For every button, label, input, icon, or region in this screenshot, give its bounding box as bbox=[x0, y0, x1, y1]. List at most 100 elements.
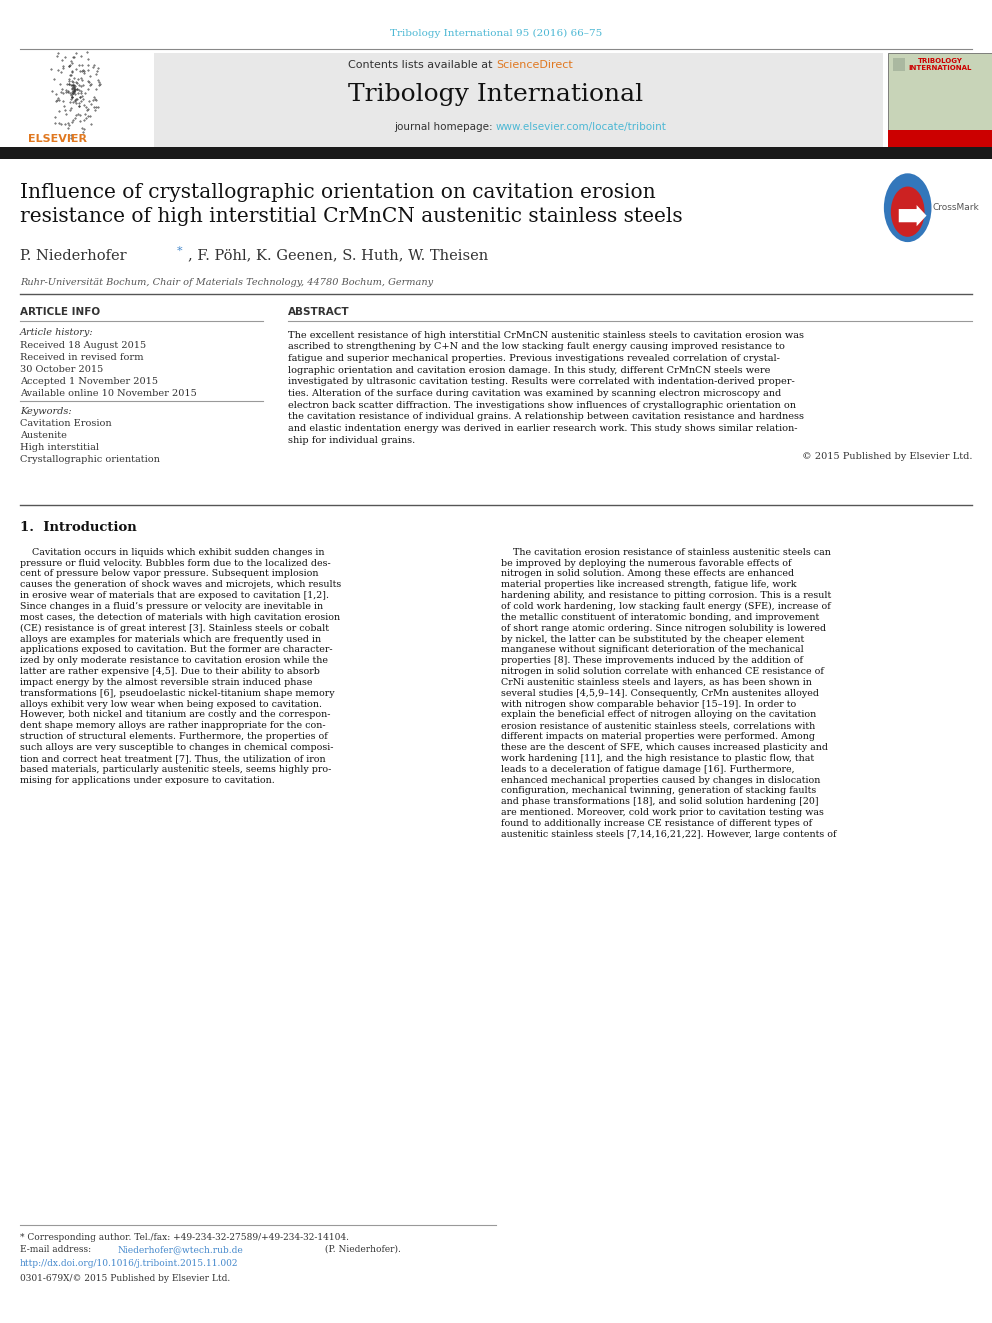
Text: explain the beneficial effect of nitrogen alloying on the cavitation: explain the beneficial effect of nitroge… bbox=[501, 710, 816, 720]
Text: TRIBOLOGY
INTERNATIONAL: TRIBOLOGY INTERNATIONAL bbox=[909, 58, 972, 70]
Text: Accepted 1 November 2015: Accepted 1 November 2015 bbox=[20, 377, 158, 386]
Text: material properties like increased strength, fatigue life, work: material properties like increased stren… bbox=[501, 581, 797, 589]
Text: by nickel, the latter can be substituted by the cheaper element: by nickel, the latter can be substituted… bbox=[501, 635, 805, 643]
Text: (CE) resistance is of great interest [3]. Stainless steels or cobalt: (CE) resistance is of great interest [3]… bbox=[20, 623, 328, 632]
Text: properties [8]. These improvements induced by the addition of: properties [8]. These improvements induc… bbox=[501, 656, 803, 665]
Text: ARTICLE INFO: ARTICLE INFO bbox=[20, 307, 100, 318]
Text: cent of pressure below vapor pressure. Subsequent implosion: cent of pressure below vapor pressure. S… bbox=[20, 569, 318, 578]
FancyArrow shape bbox=[899, 205, 927, 226]
Text: Cavitation Erosion: Cavitation Erosion bbox=[20, 419, 111, 429]
Text: applications exposed to cavitation. But the former are character-: applications exposed to cavitation. But … bbox=[20, 646, 332, 655]
Text: tion and correct heat treatment [7]. Thus, the utilization of iron: tion and correct heat treatment [7]. Thu… bbox=[20, 754, 325, 763]
Text: are mentioned. Moreover, cold work prior to cavitation testing was: are mentioned. Moreover, cold work prior… bbox=[501, 808, 823, 818]
Text: E-mail address:: E-mail address: bbox=[20, 1245, 94, 1254]
Text: be improved by deploying the numerous favorable effects of: be improved by deploying the numerous fa… bbox=[501, 558, 792, 568]
Text: such alloys are very susceptible to changes in chemical composi-: such alloys are very susceptible to chan… bbox=[20, 744, 333, 751]
Text: Niederhofer@wtech.rub.de: Niederhofer@wtech.rub.de bbox=[117, 1245, 243, 1254]
Text: investigated by ultrasonic cavitation testing. Results were correlated with inde: investigated by ultrasonic cavitation te… bbox=[288, 377, 795, 386]
FancyBboxPatch shape bbox=[0, 147, 992, 159]
Text: and phase transformations [18], and solid solution hardening [20]: and phase transformations [18], and soli… bbox=[501, 798, 818, 806]
Text: the metallic constituent of interatomic bonding, and improvement: the metallic constituent of interatomic … bbox=[501, 613, 819, 622]
Text: causes the generation of shock waves and microjets, which results: causes the generation of shock waves and… bbox=[20, 581, 341, 589]
Text: work hardening [11], and the high resistance to plastic flow, that: work hardening [11], and the high resist… bbox=[501, 754, 814, 763]
Text: mising for applications under exposure to cavitation.: mising for applications under exposure t… bbox=[20, 775, 275, 785]
Text: ScienceDirect: ScienceDirect bbox=[496, 60, 572, 70]
Ellipse shape bbox=[891, 187, 925, 237]
Text: P. Niederhofer: P. Niederhofer bbox=[20, 249, 126, 263]
Text: different impacts on material properties were performed. Among: different impacts on material properties… bbox=[501, 732, 815, 741]
Text: 0301-679X/© 2015 Published by Elsevier Ltd.: 0301-679X/© 2015 Published by Elsevier L… bbox=[20, 1274, 230, 1283]
Text: dent shape memory alloys are rather inappropriate for the con-: dent shape memory alloys are rather inap… bbox=[20, 721, 325, 730]
Text: configuration, mechanical twinning, generation of stacking faults: configuration, mechanical twinning, gene… bbox=[501, 786, 816, 795]
Text: with nitrogen show comparable behavior [15–19]. In order to: with nitrogen show comparable behavior [… bbox=[501, 700, 797, 709]
Text: the cavitation resistance of individual grains. A relationship between cavitatio: the cavitation resistance of individual … bbox=[288, 413, 804, 421]
Text: latter are rather expensive [4,5]. Due to their ability to absorb: latter are rather expensive [4,5]. Due t… bbox=[20, 667, 319, 676]
Text: manganese without significant deterioration of the mechanical: manganese without significant deteriorat… bbox=[501, 646, 804, 655]
Text: ship for individual grains.: ship for individual grains. bbox=[288, 435, 415, 445]
Text: Crystallographic orientation: Crystallographic orientation bbox=[20, 455, 160, 464]
Text: Cavitation occurs in liquids which exhibit sudden changes in: Cavitation occurs in liquids which exhib… bbox=[20, 548, 324, 557]
Text: Received 18 August 2015: Received 18 August 2015 bbox=[20, 341, 146, 351]
Text: ABSTRACT: ABSTRACT bbox=[288, 307, 349, 318]
Text: impact energy by the almost reversible strain induced phase: impact energy by the almost reversible s… bbox=[20, 677, 312, 687]
Text: of cold work hardening, low stacking fault energy (SFE), increase of: of cold work hardening, low stacking fau… bbox=[501, 602, 830, 611]
Text: erosion resistance of austenitic stainless steels, correlations with: erosion resistance of austenitic stainle… bbox=[501, 721, 815, 730]
Text: pressure or fluid velocity. Bubbles form due to the localized des-: pressure or fluid velocity. Bubbles form… bbox=[20, 558, 330, 568]
Text: ized by only moderate resistance to cavitation erosion while the: ized by only moderate resistance to cavi… bbox=[20, 656, 327, 665]
FancyBboxPatch shape bbox=[888, 53, 992, 148]
Text: Available online 10 November 2015: Available online 10 November 2015 bbox=[20, 389, 196, 398]
FancyBboxPatch shape bbox=[888, 130, 992, 148]
Ellipse shape bbox=[884, 173, 931, 242]
Text: 1.  Introduction: 1. Introduction bbox=[20, 521, 137, 534]
Text: ascribed to strengthening by C+N and the low stacking fault energy causing impro: ascribed to strengthening by C+N and the… bbox=[288, 343, 785, 352]
Text: found to additionally increase CE resistance of different types of: found to additionally increase CE resist… bbox=[501, 819, 812, 828]
Text: fatigue and superior mechanical properties. Previous investigations revealed cor: fatigue and superior mechanical properti… bbox=[288, 355, 780, 363]
Text: The excellent resistance of high interstitial CrMnCN austenitic stainless steels: The excellent resistance of high interst… bbox=[288, 331, 804, 340]
Text: and elastic indentation energy was derived in earlier research work. This study : and elastic indentation energy was deriv… bbox=[288, 423, 798, 433]
Text: The cavitation erosion resistance of stainless austenitic steels can: The cavitation erosion resistance of sta… bbox=[501, 548, 831, 557]
Text: Contents lists available at: Contents lists available at bbox=[348, 60, 496, 70]
Text: Austenite: Austenite bbox=[20, 431, 66, 441]
Text: leads to a deceleration of fatigue damage [16]. Furthermore,: leads to a deceleration of fatigue damag… bbox=[501, 765, 795, 774]
Text: of short range atomic ordering. Since nitrogen solubility is lowered: of short range atomic ordering. Since ni… bbox=[501, 623, 826, 632]
Text: austenitic stainless steels [7,14,16,21,22]. However, large contents of: austenitic stainless steels [7,14,16,21,… bbox=[501, 830, 836, 839]
Text: several studies [4,5,9–14]. Consequently, CrMn austenites alloyed: several studies [4,5,9–14]. Consequently… bbox=[501, 689, 819, 697]
Text: in erosive wear of materials that are exposed to cavitation [1,2].: in erosive wear of materials that are ex… bbox=[20, 591, 328, 601]
Text: *: * bbox=[177, 246, 183, 257]
Text: enhanced mechanical properties caused by changes in dislocation: enhanced mechanical properties caused by… bbox=[501, 775, 820, 785]
Text: However, both nickel and titanium are costly and the correspon-: However, both nickel and titanium are co… bbox=[20, 710, 330, 720]
Text: hardening ability, and resistance to pitting corrosion. This is a result: hardening ability, and resistance to pit… bbox=[501, 591, 831, 601]
Text: ELSEVIER: ELSEVIER bbox=[28, 134, 86, 144]
Text: Tribology International: Tribology International bbox=[348, 83, 644, 106]
Text: these are the descent of SFE, which causes increased plasticity and: these are the descent of SFE, which caus… bbox=[501, 744, 828, 751]
Text: Since changes in a fluid’s pressure or velocity are inevitable in: Since changes in a fluid’s pressure or v… bbox=[20, 602, 323, 611]
Text: alloys exhibit very low wear when being exposed to cavitation.: alloys exhibit very low wear when being … bbox=[20, 700, 321, 709]
Text: , F. Pöhl, K. Geenen, S. Huth, W. Theisen: , F. Pöhl, K. Geenen, S. Huth, W. Theise… bbox=[188, 249, 489, 263]
Text: Keywords:: Keywords: bbox=[20, 407, 71, 417]
Text: journal homepage:: journal homepage: bbox=[394, 122, 496, 132]
Text: Ruhr-Universität Bochum, Chair of Materials Technology, 44780 Bochum, Germany: Ruhr-Universität Bochum, Chair of Materi… bbox=[20, 278, 433, 287]
Text: nitrogen in solid solution correlate with enhanced CE resistance of: nitrogen in solid solution correlate wit… bbox=[501, 667, 823, 676]
Text: (P. Niederhofer).: (P. Niederhofer). bbox=[322, 1245, 402, 1254]
Text: based materials, particularly austenitic steels, seems highly pro-: based materials, particularly austenitic… bbox=[20, 765, 331, 774]
Text: 30 October 2015: 30 October 2015 bbox=[20, 365, 103, 374]
Text: High interstitial: High interstitial bbox=[20, 443, 99, 452]
Text: © 2015 Published by Elsevier Ltd.: © 2015 Published by Elsevier Ltd. bbox=[802, 452, 972, 462]
Text: struction of structural elements. Furthermore, the properties of: struction of structural elements. Furthe… bbox=[20, 732, 327, 741]
Text: alloys are examples for materials which are frequently used in: alloys are examples for materials which … bbox=[20, 635, 321, 643]
Text: lographic orientation and cavitation erosion damage. In this study, different Cr: lographic orientation and cavitation ero… bbox=[288, 365, 770, 374]
Text: * Corresponding author. Tel./fax: +49-234-32-27589/+49-234-32-14104.: * Corresponding author. Tel./fax: +49-23… bbox=[20, 1233, 349, 1242]
FancyBboxPatch shape bbox=[20, 53, 154, 148]
Text: nitrogen in solid solution. Among these effects are enhanced: nitrogen in solid solution. Among these … bbox=[501, 569, 794, 578]
Text: most cases, the detection of materials with high cavitation erosion: most cases, the detection of materials w… bbox=[20, 613, 340, 622]
Text: www.elsevier.com/locate/triboint: www.elsevier.com/locate/triboint bbox=[496, 122, 667, 132]
Text: CrossMark: CrossMark bbox=[932, 204, 979, 212]
Text: Tribology International 95 (2016) 66–75: Tribology International 95 (2016) 66–75 bbox=[390, 29, 602, 38]
Text: Influence of crystallographic orientation on cavitation erosion
resistance of hi: Influence of crystallographic orientatio… bbox=[20, 183, 682, 226]
Text: electron back scatter diffraction. The investigations show influences of crystal: electron back scatter diffraction. The i… bbox=[288, 401, 796, 410]
Text: Received in revised form: Received in revised form bbox=[20, 353, 143, 363]
Text: ties. Alteration of the surface during cavitation was examined by scanning elect: ties. Alteration of the surface during c… bbox=[288, 389, 781, 398]
FancyBboxPatch shape bbox=[893, 58, 905, 71]
FancyBboxPatch shape bbox=[20, 53, 883, 148]
Text: http://dx.doi.org/10.1016/j.triboint.2015.11.002: http://dx.doi.org/10.1016/j.triboint.201… bbox=[20, 1259, 238, 1269]
